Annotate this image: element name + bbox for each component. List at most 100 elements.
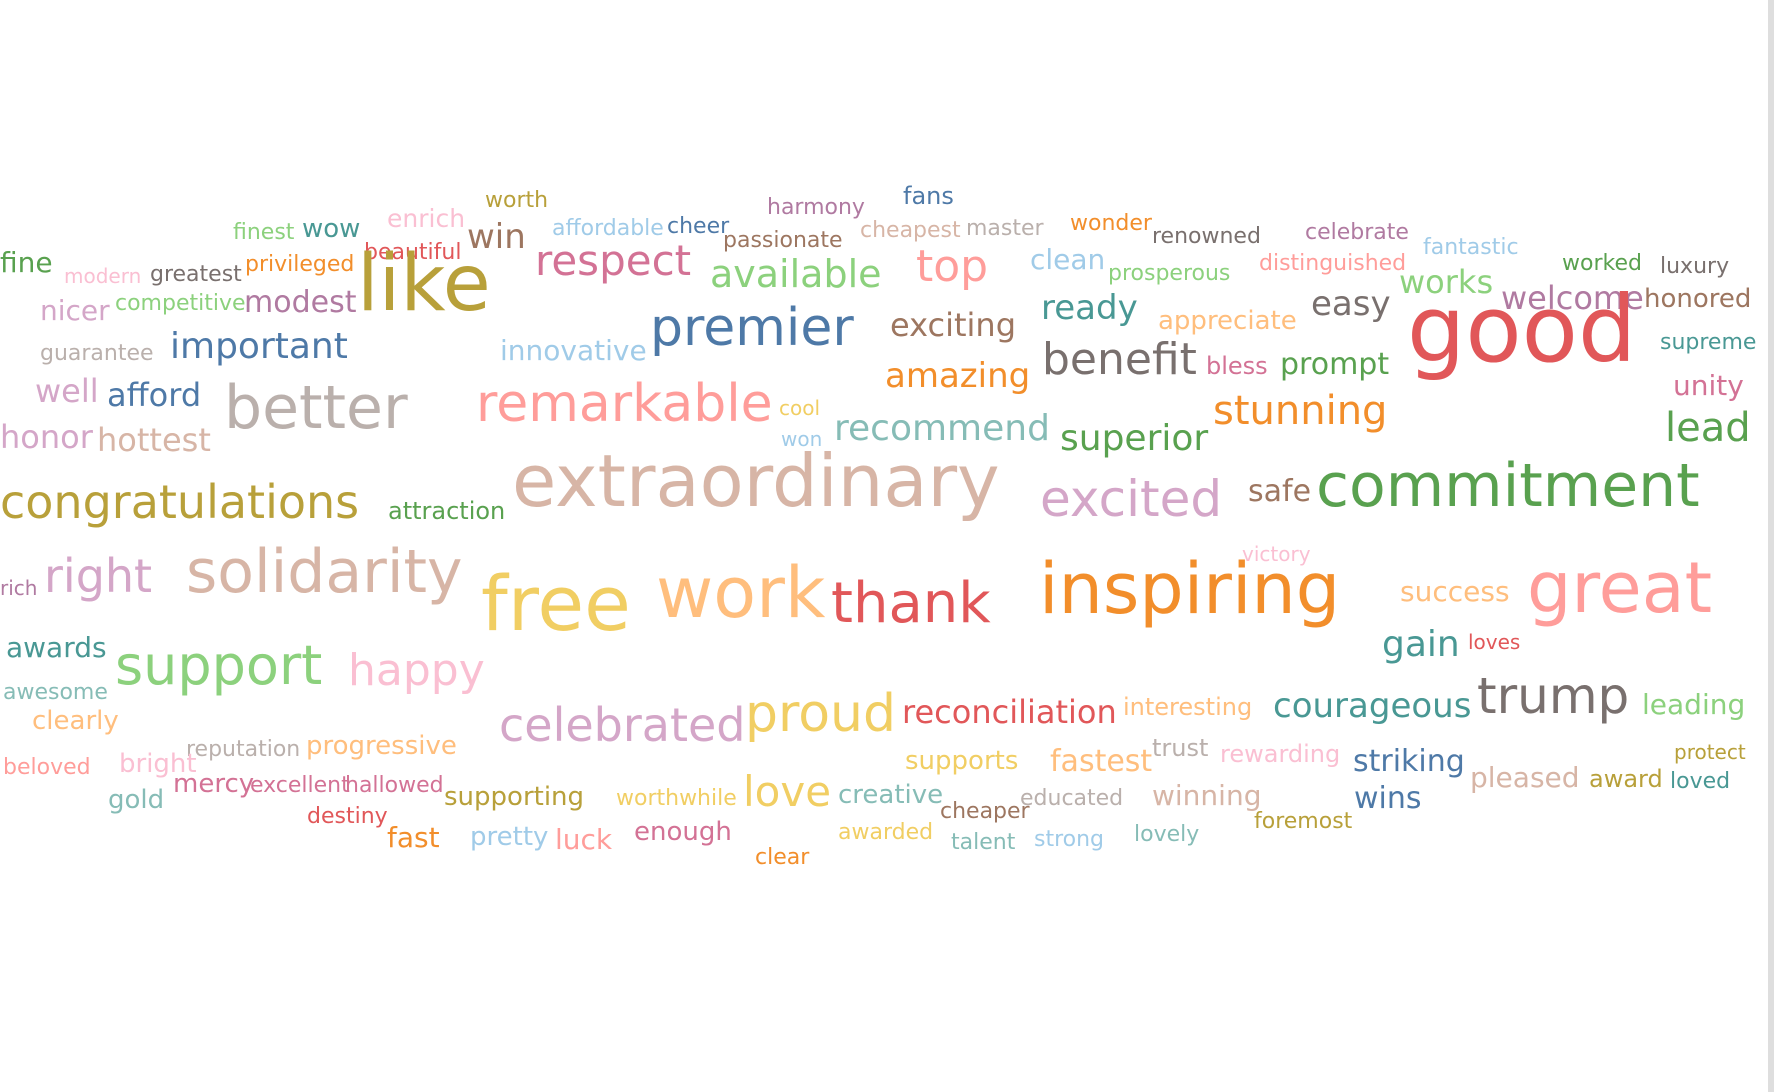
- word-distinguished: distinguished: [1259, 251, 1407, 276]
- word-fantastic: fantastic: [1423, 235, 1519, 260]
- word-bright: bright: [119, 749, 197, 779]
- word-honor: honor: [0, 418, 93, 456]
- word-trump: trump: [1477, 667, 1630, 725]
- word-like: like: [357, 239, 491, 329]
- word-striking: striking: [1353, 744, 1465, 779]
- word-appreciate: appreciate: [1158, 306, 1297, 336]
- word-passionate: passionate: [723, 228, 843, 253]
- word-clearly: clearly: [32, 706, 119, 736]
- word-enrich: enrich: [387, 204, 466, 233]
- word-loved: loved: [1670, 769, 1731, 794]
- word-interesting: interesting: [1123, 693, 1253, 721]
- word-master: master: [966, 216, 1044, 241]
- word-premier: premier: [650, 298, 854, 358]
- word-mercy: mercy: [173, 769, 255, 799]
- word-works: works: [1399, 263, 1494, 301]
- word-protect: protect: [1674, 740, 1746, 764]
- word-lovely: lovely: [1134, 822, 1200, 847]
- word-great: great: [1527, 547, 1713, 629]
- word-award: award: [1589, 765, 1663, 793]
- word-progressive: progressive: [306, 731, 457, 761]
- word-greatest: greatest: [150, 262, 242, 287]
- word-winning: winning: [1152, 779, 1262, 812]
- word-honored: honored: [1644, 284, 1752, 314]
- word-beloved: beloved: [3, 755, 91, 780]
- word-proud: proud: [745, 684, 897, 744]
- word-privileged: privileged: [245, 252, 355, 277]
- word-harmony: harmony: [767, 195, 865, 220]
- word-fine: fine: [0, 246, 53, 279]
- word-welcome: welcome: [1501, 279, 1644, 317]
- word-affordable: affordable: [552, 216, 664, 241]
- word-exciting: exciting: [890, 306, 1017, 344]
- word-commitment: commitment: [1316, 451, 1700, 521]
- word-guarantee: guarantee: [40, 341, 154, 366]
- word-supreme: supreme: [1660, 330, 1757, 355]
- word-awesome: awesome: [3, 680, 108, 705]
- word-inspiring: inspiring: [1039, 548, 1341, 630]
- word-renowned: renowned: [1152, 224, 1261, 249]
- word-wonder: wonder: [1070, 211, 1152, 236]
- word-hottest: hottest: [97, 421, 211, 459]
- word-educated: educated: [1020, 786, 1124, 811]
- word-reconciliation: reconciliation: [902, 693, 1117, 731]
- word-won: won: [781, 427, 823, 451]
- word-afford: afford: [107, 376, 202, 414]
- word-trust: trust: [1152, 734, 1209, 762]
- word-innovative: innovative: [500, 334, 647, 367]
- word-wow: wow: [302, 214, 361, 244]
- word-love: love: [743, 767, 832, 816]
- word-important: important: [170, 326, 348, 367]
- word-available: available: [710, 252, 882, 296]
- word-courageous: courageous: [1273, 686, 1472, 726]
- word-better: better: [224, 373, 408, 443]
- word-cheer: cheer: [667, 214, 730, 239]
- word-recommend: recommend: [834, 408, 1050, 449]
- word-attraction: attraction: [388, 497, 506, 525]
- word-foremost: foremost: [1254, 809, 1353, 834]
- word-fans: fans: [903, 182, 954, 210]
- word-success: success: [1400, 575, 1510, 608]
- word-lead: lead: [1665, 405, 1751, 451]
- word-amazing: amazing: [885, 356, 1031, 396]
- word-rich: rich: [0, 576, 38, 600]
- word-excited: excited: [1040, 470, 1223, 528]
- word-beautiful: beautiful: [364, 240, 462, 265]
- word-competitive: competitive: [115, 291, 246, 316]
- word-remarkable: remarkable: [476, 374, 773, 434]
- word-wins: wins: [1354, 781, 1422, 816]
- word-fast: fast: [387, 821, 440, 854]
- word-pretty: pretty: [470, 822, 549, 852]
- word-strong: strong: [1034, 827, 1105, 852]
- word-supports: supports: [905, 746, 1019, 776]
- word-happy: happy: [348, 645, 485, 696]
- word-extraordinary: extraordinary: [512, 439, 1000, 523]
- word-easy: easy: [1311, 284, 1391, 324]
- word-hallowed: hallowed: [345, 773, 444, 798]
- word-support: support: [115, 634, 323, 697]
- word-worked: worked: [1562, 251, 1642, 276]
- word-fastest: fastest: [1050, 744, 1153, 779]
- word-benefit: benefit: [1042, 334, 1197, 385]
- word-reputation: reputation: [186, 737, 301, 762]
- word-talent: talent: [951, 830, 1016, 855]
- word-free: free: [481, 559, 631, 648]
- word-right: right: [44, 549, 153, 603]
- word-prosperous: prosperous: [1108, 261, 1231, 286]
- word-gold: gold: [108, 785, 165, 815]
- word-win: win: [467, 217, 526, 257]
- word-enough: enough: [634, 817, 732, 847]
- word-luxury: luxury: [1660, 254, 1730, 279]
- word-rewarding: rewarding: [1220, 740, 1341, 768]
- word-finest: finest: [233, 220, 295, 245]
- word-worth: worth: [485, 188, 549, 213]
- word-congratulations: congratulations: [0, 475, 360, 529]
- word-clear: clear: [755, 845, 810, 870]
- word-nicer: nicer: [40, 294, 110, 327]
- word-clean: clean: [1030, 243, 1106, 276]
- word-creative: creative: [838, 780, 944, 810]
- word-well: well: [35, 372, 99, 410]
- word-top: top: [916, 241, 989, 292]
- word-prompt: prompt: [1280, 347, 1390, 382]
